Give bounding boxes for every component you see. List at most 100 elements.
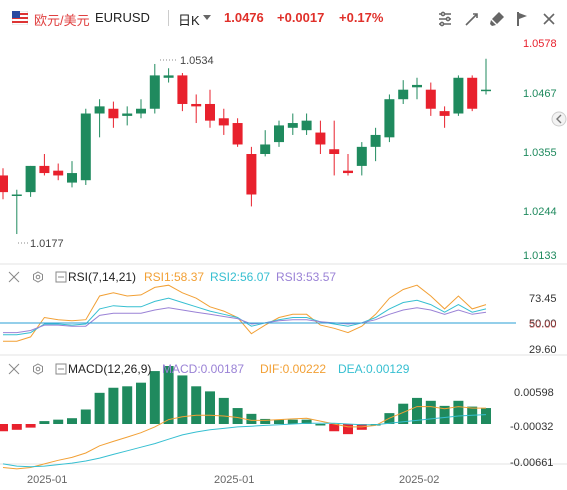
candle-body xyxy=(67,173,77,183)
macd-value: MACD:0.00187 xyxy=(162,362,245,376)
macd-bar xyxy=(439,405,450,424)
pair-code: EURUSD xyxy=(95,10,150,25)
eye-off-icon[interactable] xyxy=(8,363,20,375)
candle-body xyxy=(53,170,64,176)
dif-value: DIF:0.00222 xyxy=(260,362,327,376)
macd-bar xyxy=(80,409,91,424)
candle-body xyxy=(94,106,105,114)
macd-bar xyxy=(122,386,133,424)
collapse-panel-button[interactable] xyxy=(551,111,567,127)
us-eu-flag-icon xyxy=(12,11,28,25)
rsi3-value: RSI3:53.57 xyxy=(276,270,337,284)
indicator-settings-icon[interactable] xyxy=(434,8,456,30)
price-axis-tick: 1.0467 xyxy=(523,88,557,100)
rsi-lines xyxy=(3,284,487,342)
macd-bar xyxy=(136,382,146,424)
macd-bar xyxy=(246,413,257,424)
macd-bar xyxy=(425,400,436,424)
candle-body xyxy=(425,89,436,109)
candle-body xyxy=(439,111,450,116)
candle-body xyxy=(177,75,188,104)
macd-histogram xyxy=(0,366,491,435)
settings-gear-icon[interactable] xyxy=(32,271,44,283)
macd-bar xyxy=(398,403,409,424)
macd-lines xyxy=(2,406,487,470)
macd-axis-tick: -0.00032 xyxy=(510,421,553,433)
macd-bar xyxy=(163,366,174,424)
low-annotation: 1.0177 xyxy=(30,238,64,250)
last-price: 1.0476 xyxy=(224,10,264,25)
candle-body xyxy=(467,77,478,109)
candle-body xyxy=(191,103,202,107)
dea-line xyxy=(2,414,487,468)
candle-body xyxy=(315,132,326,145)
rsi-line-rsi2 xyxy=(3,297,487,336)
macd-axis-tick: 0.00598 xyxy=(514,387,554,399)
macd-bar xyxy=(191,386,202,424)
chevron-down-icon[interactable] xyxy=(203,15,211,20)
candle-body xyxy=(287,123,298,128)
draw-icon[interactable] xyxy=(461,8,483,30)
candle-body xyxy=(356,146,367,166)
price-axis-tick: 1.0578 xyxy=(523,38,557,50)
settings-gear-icon[interactable] xyxy=(32,363,44,375)
macd-bar xyxy=(274,419,284,424)
brush-icon[interactable] xyxy=(486,8,508,30)
x-axis-tick: 2025-01 xyxy=(27,474,67,486)
indicator-box-icon[interactable] xyxy=(55,271,67,283)
macd-bar xyxy=(11,424,22,430)
candle-body xyxy=(384,99,395,138)
candlestick-series xyxy=(0,58,491,235)
x-axis-tick: 2025-02 xyxy=(399,474,439,486)
macd-bar xyxy=(205,391,215,424)
candle-body xyxy=(218,118,229,126)
macd-bar xyxy=(453,400,464,424)
candle-body xyxy=(163,75,174,78)
macd-bar xyxy=(67,418,77,424)
macd-bar xyxy=(218,397,229,424)
rsi-line-rsi3 xyxy=(3,307,487,334)
macd-bar xyxy=(39,421,50,424)
price-axis-tick: 1.0133 xyxy=(523,250,557,262)
macd-bar xyxy=(149,371,160,424)
macd-bar xyxy=(260,418,271,424)
macd-bar xyxy=(177,375,188,424)
candle-body xyxy=(39,165,50,174)
rsi-axis-tick: 29.60 xyxy=(529,344,557,356)
macd-bar xyxy=(53,419,64,424)
macd-bar xyxy=(329,424,340,432)
macd-axis-tick: -0.00661 xyxy=(510,457,553,469)
eye-off-icon[interactable] xyxy=(8,271,20,283)
candle-body xyxy=(274,125,284,143)
close-icon[interactable] xyxy=(538,8,560,30)
macd-bar xyxy=(25,424,36,428)
rsi-axis-tick: 73.45 xyxy=(529,293,557,305)
rsi2-value: RSI2:56.07 xyxy=(210,270,271,284)
indicator-box-icon[interactable] xyxy=(55,363,67,375)
chart-header: 欧元/美元 EURUSD 日K 1.0476 +0.0017 +0.17% xyxy=(0,0,567,36)
macd-bar xyxy=(343,424,353,435)
period-selector[interactable]: 日K xyxy=(178,13,200,28)
macd-bar xyxy=(301,419,312,424)
candle-body xyxy=(149,75,160,109)
x-axis-tick: 2025-01 xyxy=(214,474,254,486)
candle-body xyxy=(122,113,133,116)
high-annotation: 1.0534 xyxy=(180,55,214,67)
macd-bar xyxy=(94,392,105,424)
candle-body xyxy=(25,165,36,193)
rsi-axis-tick: 50.00 xyxy=(529,319,557,331)
rsi1-value: RSI1:58.37 xyxy=(144,270,205,284)
price-change-percent: +0.17% xyxy=(339,10,384,25)
candle-body xyxy=(412,84,422,88)
flag-mark-icon[interactable] xyxy=(511,8,533,30)
macd-title: MACD(12,26,9) xyxy=(68,362,152,376)
candle-body xyxy=(108,108,119,119)
macd-bar xyxy=(232,408,243,424)
pair-name-cn: 欧元/美元 xyxy=(34,13,90,28)
macd-bar xyxy=(108,387,119,424)
price-axis-tick: 1.0355 xyxy=(523,147,557,159)
macd-bar xyxy=(0,424,8,432)
price-axis-tick: 1.0244 xyxy=(523,206,557,218)
macd-bar xyxy=(287,419,298,424)
